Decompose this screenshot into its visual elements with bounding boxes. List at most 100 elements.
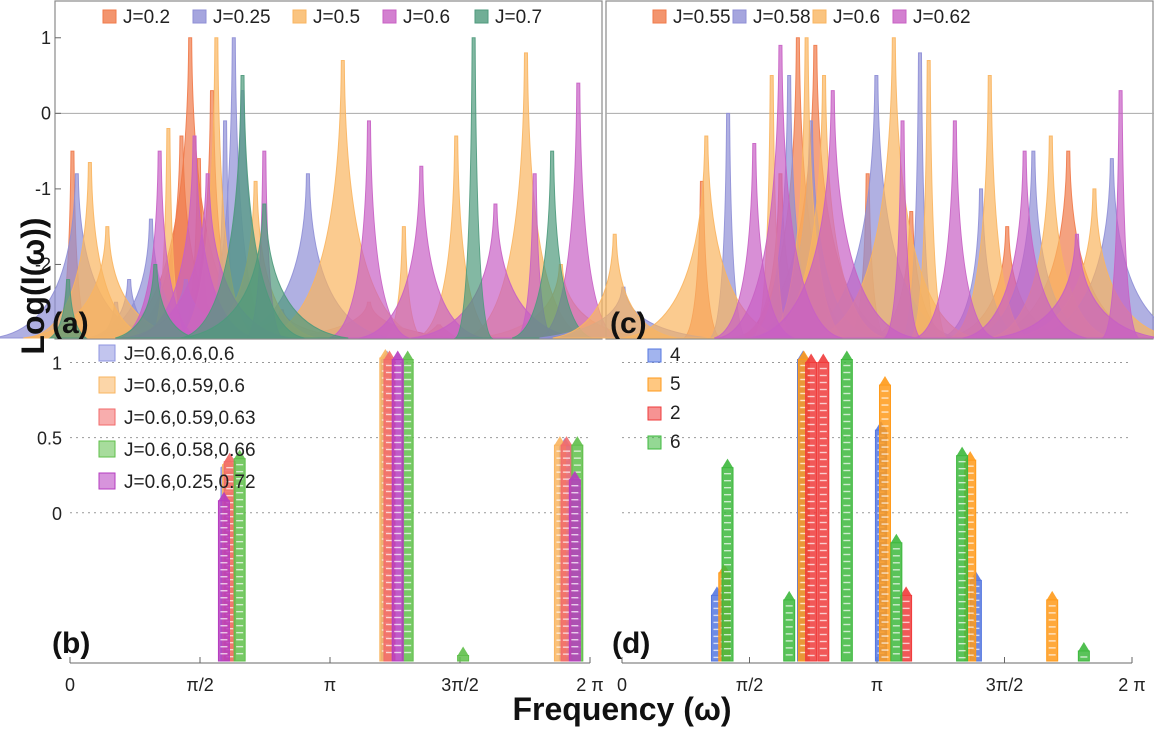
panel-a-peak (48, 279, 88, 339)
panel-a-frame (54, 0, 603, 340)
panel-d-bar (805, 362, 818, 662)
panel-d-bar-cap (817, 353, 829, 363)
panel-c-peak (1100, 90, 1141, 339)
panel-b-bar (457, 654, 470, 662)
panel-d-bar (1046, 599, 1059, 662)
panel-b-bar (401, 359, 414, 662)
panel-d-bar-cap (879, 376, 891, 386)
panel-d-xtick-label: π/2 (736, 675, 763, 695)
legend-swatch (192, 9, 207, 24)
legend-entry: J=0.55 (673, 7, 731, 28)
panel-c-label: (c) (610, 307, 647, 340)
legend-swatch (892, 9, 907, 24)
panel-b-ytick-label: 0.5 (37, 429, 62, 449)
y-axis-label: Log(I(ω)) (15, 217, 51, 354)
legend-entry: J=0.6,0.6,0.6 (124, 344, 234, 365)
panel-b-bar-cap (392, 350, 404, 360)
panel-d-xtick-label: 3π/2 (986, 675, 1023, 695)
legend-swatch (98, 472, 116, 490)
panel-c-plot: J=0.55 J=0.58 J=0.6 J=0.62 (539, 0, 1154, 340)
legend-entry: J=0.58 (753, 7, 811, 28)
legend-swatch (292, 9, 307, 24)
panel-b-xtick-label: 0 (65, 675, 75, 695)
panel-b-xtick-label: π/2 (186, 675, 213, 695)
panel-d-bar-cap (900, 586, 912, 596)
legend-entry: J=0.25 (213, 7, 271, 28)
panel-d-bar-cap (1046, 590, 1058, 600)
panel-b-bar-cap (569, 470, 581, 480)
x-axis-label: Frequency (ω) (512, 691, 731, 727)
panel-c-peak (914, 120, 995, 339)
legend-entry: 6 (670, 432, 681, 453)
panel-b-label: (b) (52, 627, 90, 660)
legend-entry: J=0.6 (833, 7, 880, 28)
panel-a-peak (512, 150, 593, 339)
panel-d-bar-cap (798, 350, 810, 360)
panel-b-bar-cap (224, 452, 236, 462)
legend-entry: J=0.5 (313, 7, 360, 28)
panel-b-bar-cap (402, 350, 414, 360)
panel-a-peak (115, 263, 196, 339)
panel-a-peak (180, 203, 349, 339)
panel-d-bar-cap (890, 533, 902, 543)
legend-entry: J=0.62 (913, 7, 971, 28)
panel-b-bar-cap (383, 350, 395, 360)
legend-swatch (812, 9, 827, 24)
panel-b-ytick-label: 0 (52, 504, 62, 524)
legend-entry: 4 (670, 345, 681, 366)
panel-c-peak (748, 90, 917, 339)
legend-entry: J=0.6 (403, 7, 450, 28)
legend-swatch (647, 435, 662, 450)
legend-entry: J=0.2 (123, 7, 170, 28)
panel-b-bar (391, 359, 404, 662)
legend-swatch (732, 9, 747, 24)
panel-d-plot: 0 π/2 π 3π/2 2 π 4 5 2 6 (617, 345, 1146, 695)
panel-d-bar-cap (956, 446, 968, 456)
panel-d-bar (840, 359, 853, 662)
panel-a-ytick-label: 0 (41, 103, 51, 123)
legend-swatch (98, 440, 116, 458)
panel-b-bar-cap (571, 436, 583, 446)
panel-d-xtick-label: 2 π (1118, 675, 1145, 695)
panel-d-bar (1077, 650, 1090, 662)
legend-swatch (98, 344, 116, 362)
panel-d-bar-cap (783, 590, 795, 600)
legend-swatch (647, 406, 662, 421)
panel-d-bar (783, 599, 796, 662)
legend-swatch (102, 9, 117, 24)
panel-b-bar (217, 500, 230, 662)
panel-d-bar (890, 542, 903, 662)
panel-b-ytick-label: 1 (52, 354, 62, 374)
panel-d-bar-cap (722, 458, 734, 468)
panel-c-peak (882, 120, 923, 339)
panel-a-ytick-label: 1 (41, 28, 51, 48)
panel-b-bar-cap (457, 646, 469, 656)
legend-swatch (474, 9, 489, 24)
panel-b-bar-cap (218, 491, 230, 501)
legend-swatch (382, 9, 397, 24)
panel-a-ytick-label: -1 (35, 179, 51, 199)
panel-d-xtick-label: π (871, 675, 883, 695)
panel-b-bar-cap (234, 449, 246, 459)
legend-swatch (647, 377, 662, 392)
panel-a-peak (454, 37, 494, 339)
panel-b-plot: 0 π/2 π 3π/2 2 π 1 0.5 0 J=0.6,0.6,0.6 J=0.6,0.59… (37, 344, 604, 695)
legend-entry: J=0.6,0.25,0.72 (124, 472, 256, 493)
legend-entry: J=0.6,0.59,0.6 (124, 376, 245, 397)
panel-d-bar-cap (841, 350, 853, 360)
legend-entry: J=0.7 (495, 7, 542, 28)
panel-b-xtick-label: π (324, 675, 336, 695)
panel-a-ytick-label: -2 (35, 254, 51, 274)
panel-d-xtick-label: 0 (617, 675, 627, 695)
panel-b-xtick-label: 2 π (576, 675, 603, 695)
legend-entry: 2 (670, 403, 681, 424)
panel-b-bar-cap (561, 436, 573, 446)
panel-d-bar (817, 362, 830, 662)
legend-swatch (647, 348, 662, 363)
legend-entry: 5 (670, 374, 681, 395)
panel-d-bar-cap (805, 353, 817, 363)
legend-swatch (652, 9, 667, 24)
panel-b-xtick-label: 3π/2 (441, 675, 478, 695)
panel-a-label: (a) (52, 307, 89, 340)
